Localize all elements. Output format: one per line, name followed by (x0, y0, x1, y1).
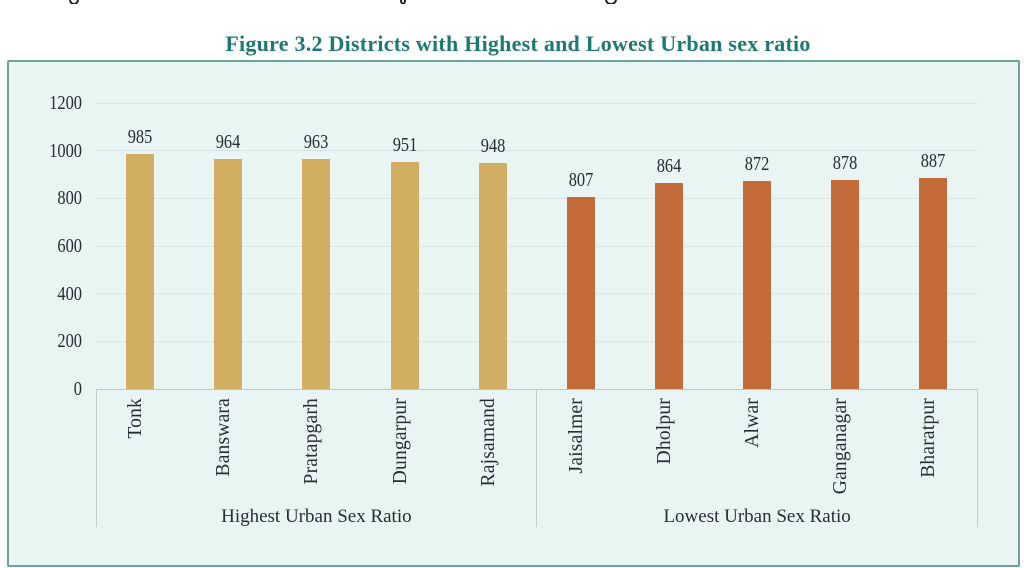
axis-separator (536, 389, 538, 527)
category-label: Alwar (742, 398, 764, 448)
bar-jaisalmer (566, 196, 595, 389)
cropped-text-line (0, 0, 1024, 4)
group-label: Lowest Urban Sex Ratio (663, 505, 851, 527)
y-axis-label: 0 (73, 378, 82, 400)
category-label: Dholpur (653, 398, 675, 465)
gridline (96, 150, 978, 152)
y-axis-label: 1200 (49, 92, 82, 114)
value-label: 985 (127, 126, 153, 149)
bar-banswara (214, 159, 243, 389)
value-label: 951 (392, 134, 417, 157)
category-label: Jaisalmer (565, 398, 587, 474)
value-label: 887 (921, 149, 946, 172)
bar-dholpur (654, 183, 683, 389)
gridline (96, 340, 978, 342)
y-axis-label: 400 (57, 282, 82, 305)
bar-ganganagar (831, 179, 860, 389)
cropped-descender (604, 0, 617, 4)
gridline (96, 293, 978, 295)
category-label: Banswara (213, 398, 235, 477)
y-axis-label: 200 (57, 330, 82, 353)
category-label: Rajsamand (477, 398, 499, 487)
value-label: 864 (656, 155, 682, 178)
category-label: Pratapgarh (301, 398, 323, 485)
cropped-descender (399, 0, 406, 4)
bar-rajsamand (478, 163, 507, 389)
y-axis-label: 800 (57, 187, 82, 210)
bar-bharatpur (919, 177, 948, 389)
bar-dungarpur (390, 162, 419, 389)
bar-tonk (126, 154, 155, 389)
cropped-descender (69, 0, 79, 4)
gridline (96, 197, 978, 199)
axis-separator (95, 389, 97, 527)
y-axis-label: 600 (57, 235, 82, 257)
gridline (96, 245, 978, 247)
category-label: Bharatpur (918, 398, 940, 478)
value-label: 878 (832, 151, 858, 174)
group-label: Highest Urban Sex Ratio (221, 505, 412, 527)
value-label: 872 (744, 153, 770, 176)
bar-alwar (743, 181, 772, 389)
category-label: Tonk (125, 398, 147, 439)
y-axis-label: 1000 (49, 139, 82, 162)
category-label: Ganganagar (830, 398, 852, 495)
value-label: 807 (568, 168, 594, 191)
value-label: 963 (304, 131, 329, 154)
value-label: 964 (215, 131, 241, 154)
axis-separator (977, 389, 978, 527)
value-label: 948 (480, 135, 505, 158)
gridline (96, 102, 978, 104)
bar-pratapgarh (302, 159, 331, 389)
category-label: Dungarpur (389, 398, 411, 485)
figure-title: Figure 3.2 Districts with Highest and Lo… (225, 31, 811, 56)
